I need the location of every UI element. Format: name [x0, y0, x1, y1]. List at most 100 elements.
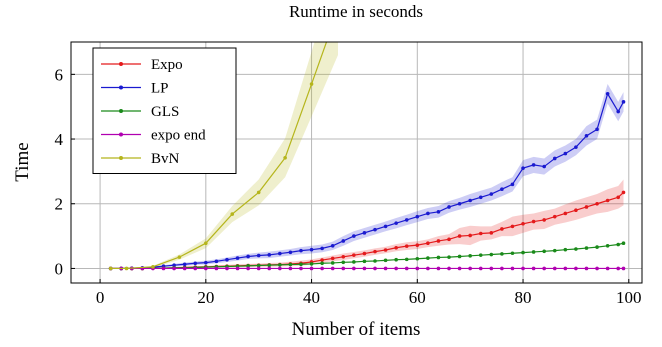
lp-point [447, 205, 451, 209]
expo-point [468, 233, 472, 238]
gls-point [542, 249, 546, 254]
lp-point [278, 251, 282, 256]
lp-point [362, 231, 367, 235]
lp-point [616, 109, 621, 114]
expo-end-point [468, 266, 472, 271]
gls-point [394, 257, 398, 262]
legend-label-bvn: BvN [151, 151, 180, 167]
gls-point [531, 250, 536, 254]
y-tick-label: 0 [55, 259, 64, 278]
expo-point [510, 224, 515, 229]
lp-point [552, 156, 557, 161]
gls-point [309, 262, 314, 266]
expo-point [531, 219, 536, 224]
gls-point [341, 260, 346, 265]
gls-point [330, 261, 335, 265]
expo-end-point [352, 266, 356, 271]
expo-point [383, 248, 388, 252]
x-axis-label: Number of items [292, 319, 421, 340]
lp-point [373, 227, 377, 232]
lp-point [595, 127, 599, 132]
x-tick-label: 80 [515, 288, 532, 307]
expo-end-point [309, 266, 314, 271]
expo-point [552, 214, 557, 219]
gls-point [278, 263, 282, 267]
gls-point [320, 261, 324, 266]
lp-point [204, 260, 208, 265]
bvn-point [230, 212, 235, 216]
gls-point [510, 251, 515, 256]
lp-point [457, 201, 462, 206]
expo-end-point [373, 266, 377, 271]
expo-point [584, 205, 589, 209]
expo-end-point [404, 266, 409, 271]
expo-point [521, 222, 525, 226]
expo-end-point [584, 266, 589, 271]
gls-point [288, 262, 293, 267]
lp-point [330, 243, 335, 248]
expo-end-point [182, 266, 187, 271]
bvn-point [309, 82, 314, 86]
expo-end-point [510, 266, 515, 271]
expo-point [574, 208, 578, 213]
lp-point [415, 214, 420, 219]
expo-end-point [447, 266, 451, 271]
expo-end-point [563, 266, 568, 271]
lp-point [394, 221, 398, 225]
expo-point [394, 245, 398, 250]
x-tick-label: 60 [409, 288, 426, 307]
lp-point [500, 187, 504, 191]
gls-point [457, 254, 462, 259]
expo-end-point [595, 266, 599, 271]
expo-end-point [278, 266, 282, 271]
expo-point [320, 258, 324, 262]
gls-point [621, 241, 626, 246]
expo-end-point [193, 266, 198, 271]
gls-point [574, 247, 578, 251]
lp-point [404, 218, 409, 222]
legend-marker-gls [119, 109, 123, 113]
expo-end-point [246, 266, 250, 271]
lp-point [309, 247, 314, 252]
legend: Expo LP GLS expo end BvN [92, 47, 237, 174]
expo-end-point [204, 266, 208, 271]
gls-point [246, 264, 250, 268]
expo-point [478, 231, 483, 236]
expo-end-point [394, 266, 398, 271]
gls-point [352, 260, 356, 264]
expo-end-point [383, 266, 388, 271]
lp-point [256, 253, 261, 258]
expo-point [426, 241, 430, 246]
lp-point [246, 254, 250, 259]
lp-point [426, 211, 430, 216]
expo-point [542, 218, 546, 222]
expo-end-point [489, 266, 494, 271]
bvn-point [177, 255, 182, 259]
gls-point [267, 263, 272, 268]
expo-point [595, 201, 599, 206]
gls-point [584, 246, 589, 250]
lp-point [267, 253, 272, 257]
lp-point [489, 192, 494, 196]
expo-end-point [225, 266, 229, 271]
gls-point [362, 259, 367, 264]
expo-end-point [330, 266, 335, 271]
expo-end-point [362, 266, 367, 271]
lp-point [225, 257, 229, 262]
legend-marker-lp [119, 85, 123, 90]
legend-label-lp: LP [151, 81, 169, 97]
expo-point [436, 239, 441, 243]
lp-point [235, 256, 240, 260]
x-tick-label: 100 [616, 288, 642, 307]
gls-point [468, 254, 472, 258]
lp-point [621, 100, 626, 104]
expo-point [447, 237, 451, 242]
expo-end-point [521, 266, 525, 271]
bvn-point [256, 190, 261, 195]
y-axis-label: Time [12, 142, 33, 181]
lp-point [436, 210, 441, 214]
gls-point [595, 245, 599, 249]
legend-marker-expo [119, 62, 123, 66]
x-tick-label: 0 [96, 288, 105, 307]
